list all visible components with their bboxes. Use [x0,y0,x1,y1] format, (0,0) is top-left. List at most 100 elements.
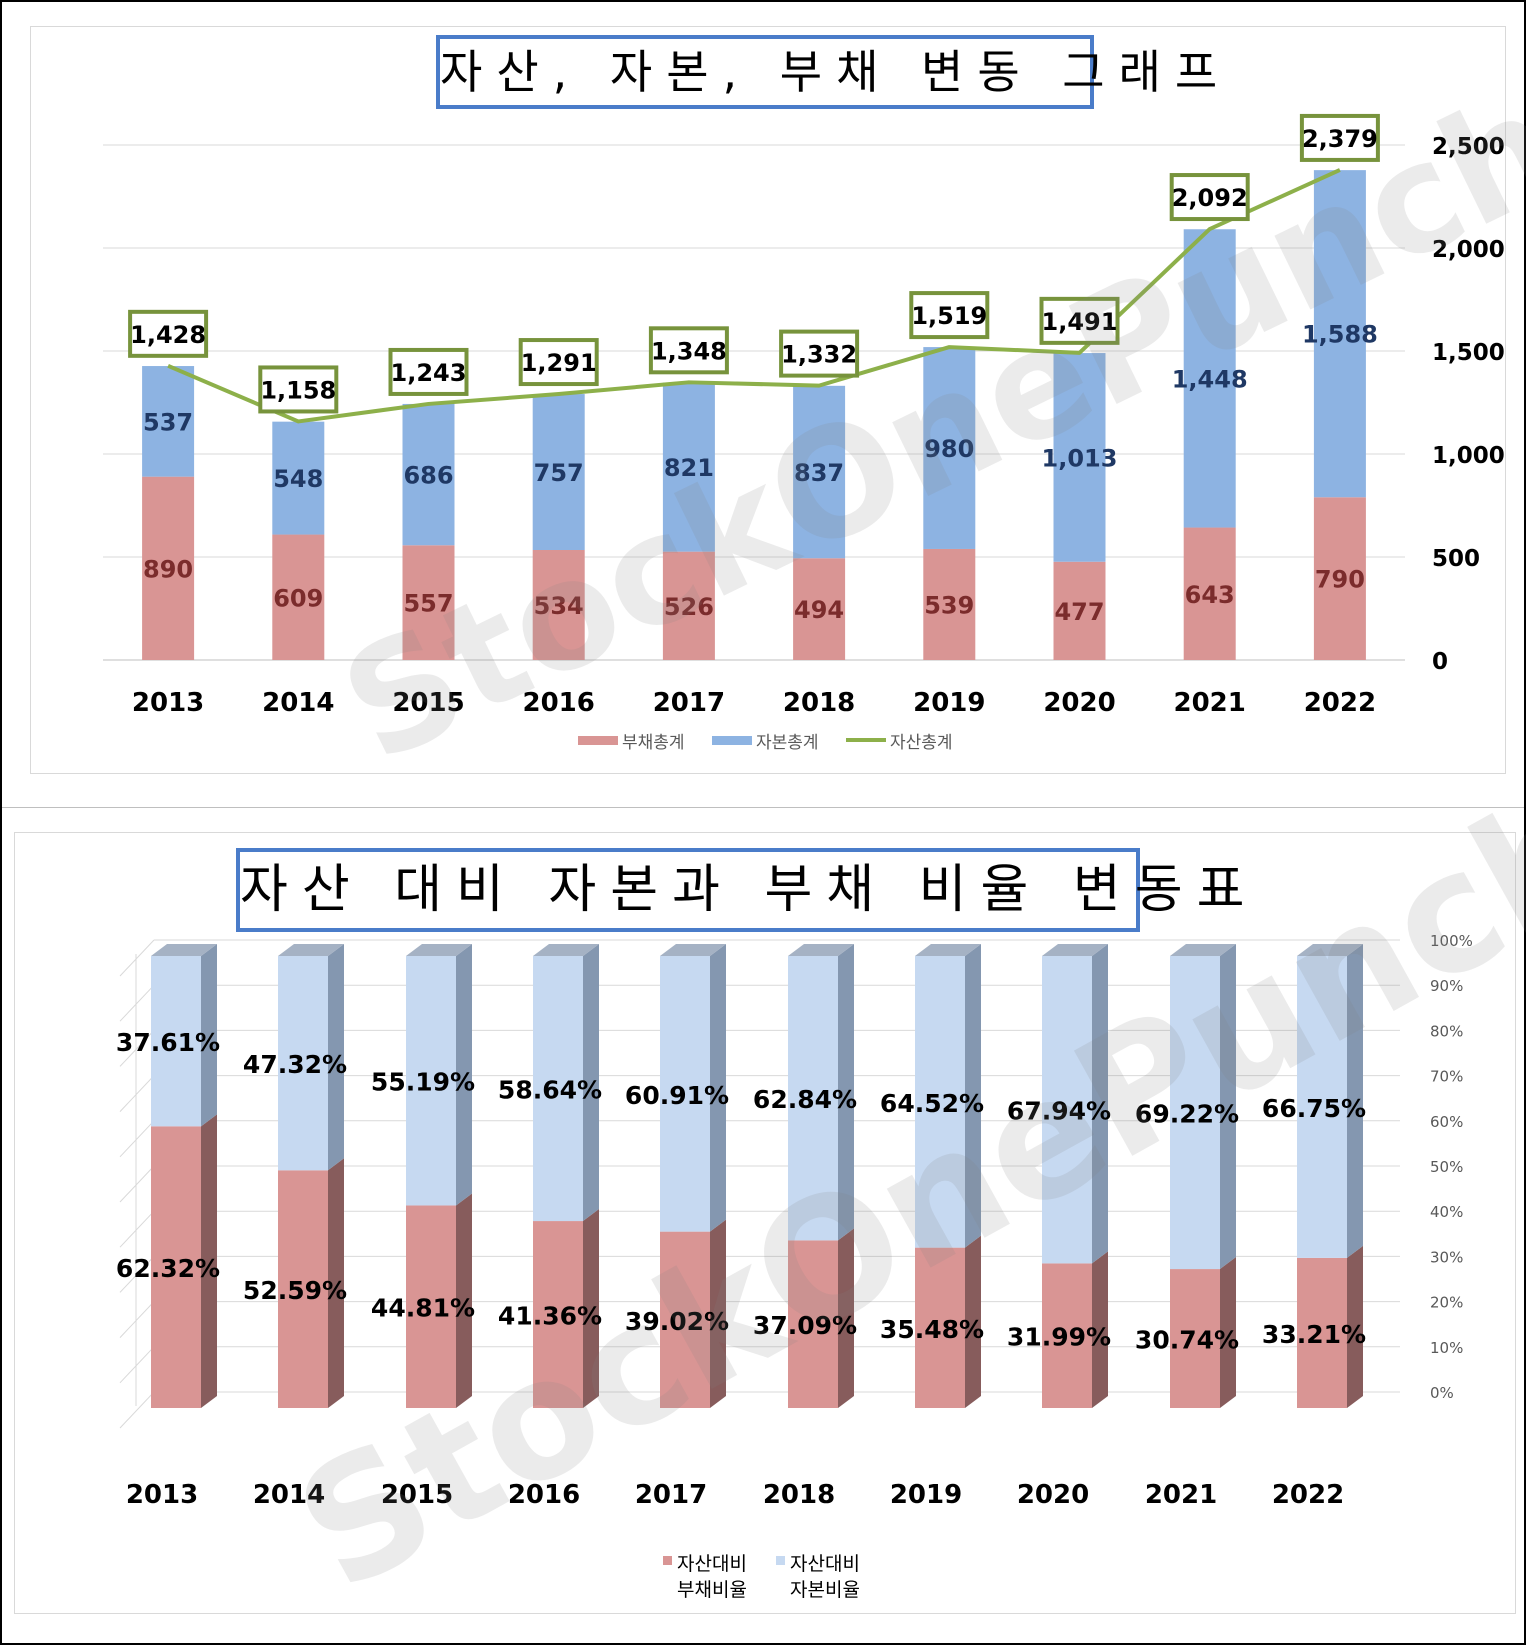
total-assets-data-label: 2,092 [1172,184,1248,212]
equity-bar [1053,353,1106,562]
liability-data-label: 494 [794,596,844,624]
liability-bar [660,1231,710,1408]
total-assets-label-box [518,338,599,387]
equity-ratio-label: 64.52% [880,1089,984,1118]
equity-bar [788,956,838,1241]
equity-bar [660,956,710,1232]
bar-top-face [915,944,981,956]
liability-ratio-label: 30.74% [1135,1326,1239,1355]
y-tick-label: 70% [1430,1068,1463,1086]
liability-bar [278,1170,328,1408]
x-tick-label: 2018 [763,1480,835,1510]
x-tick-label: 2019 [890,1480,962,1510]
equity-data-label: 548 [273,465,323,493]
x-tick-label: 2017 [635,1480,707,1510]
equity-data-label: 980 [924,435,974,463]
equity-bar-side [583,944,599,1222]
x-tick-label: 2022 [1272,1480,1344,1510]
equity-bar [402,403,455,546]
side-gridline [119,939,155,977]
equity-ratio-label: 47.32% [243,1050,347,1079]
legend-label: 부채총계 [622,733,685,753]
liability-data-label: 477 [1054,598,1104,626]
liability-bar [1170,1269,1220,1408]
equity-bar [406,956,456,1206]
y-tick-label: 100% [1430,932,1473,950]
equity-bar [1313,170,1366,498]
liability-bar [1297,1257,1347,1408]
total-assets-label-box [779,329,860,378]
x-tick-label: 2017 [653,688,725,718]
equity-bar-side [1347,944,1363,1258]
liability-data-label: 643 [1185,581,1235,609]
y-tick-label: 0% [1430,1384,1454,1402]
equity-data-label: 757 [534,459,584,487]
equity-ratio-label: 67.94% [1007,1097,1111,1126]
chart-title-bottom: 자산 대비 자본과 부채 비율 변동표 [236,848,1244,932]
total-assets-data-label: 1,348 [651,337,727,365]
liability-bar [915,1247,965,1408]
liability-bar [1042,1263,1092,1408]
side-gridline [119,1030,155,1067]
total-assets-data-label: 1,158 [260,376,336,404]
bar-top-face [1297,944,1363,956]
equity-ratio-label: 58.64% [498,1076,602,1105]
bar-top-face [406,944,472,956]
equity-bar [1297,956,1347,1258]
y-tick-label: 40% [1430,1203,1463,1221]
y-tick-label: 50% [1430,1158,1463,1176]
liability-bar-side [1220,1257,1236,1408]
equity-data-label: 1,448 [1172,365,1248,393]
x-tick-label: 2021 [1174,688,1246,718]
total-assets-data-label: 1,519 [911,302,987,330]
liability-ratio-label: 62.32% [116,1254,220,1283]
equity-ratio-label: 37.61% [116,1028,220,1057]
liability-bar-side [583,1209,599,1408]
x-tick-label: 2013 [126,1480,198,1510]
equity-bar [1042,956,1092,1264]
total-assets-label-box [648,326,729,375]
bar-top-face [151,944,217,956]
bottom-chart-panel [14,832,1516,1614]
liability-data-label: 609 [273,584,323,612]
total-assets-label-box [909,291,990,340]
equity-bar-side [1220,944,1236,1270]
side-gridline [119,1210,155,1248]
equity-bar [662,382,715,552]
side-gridline [119,1075,155,1112]
equity-bar-side [456,944,472,1206]
bar-top-face [533,944,599,956]
liability-bar-side [965,1235,981,1408]
y-tick-label: 1,000 [1432,443,1505,469]
equity-bar [1183,229,1236,528]
equity-bar-side [838,944,854,1241]
assets-equity-liabilities-chart: 0 500 1,000 1,500 2,000 2,500 890 537 2013 609 548… [103,113,1505,753]
liability-bar [788,1240,838,1408]
liability-ratio-label: 33.21% [1262,1320,1366,1349]
total-assets-label-box [258,365,339,414]
equity-bar [532,394,585,550]
legend-label: 자산총계 [890,733,953,753]
equity-bar [278,956,328,1171]
liability-bar-side [456,1193,472,1408]
liability-bar [406,1205,456,1408]
total-assets-line [167,168,1341,424]
x-tick-label: 2014 [262,688,334,718]
legend-label-line: 자산대비 [677,1553,747,1575]
bar-top-face [788,944,854,956]
legend-swatch [712,736,752,745]
side-gridline [119,1346,155,1384]
legend-swatch [578,736,618,745]
liability-ratio-label: 52.59% [243,1276,347,1305]
liability-bar [533,1221,583,1408]
equity-bar-side [328,944,344,1171]
liability-bar-side [710,1219,726,1408]
liability-bar [662,551,715,660]
y-tick-label: 500 [1432,546,1480,572]
equity-bar-side [1092,944,1108,1264]
x-tick-label: 2015 [381,1480,453,1510]
x-tick-label: 2016 [523,688,595,718]
total-assets-data-label: 1,332 [781,341,857,369]
liability-ratio-label: 35.48% [880,1315,984,1344]
liability-bar [923,548,976,660]
